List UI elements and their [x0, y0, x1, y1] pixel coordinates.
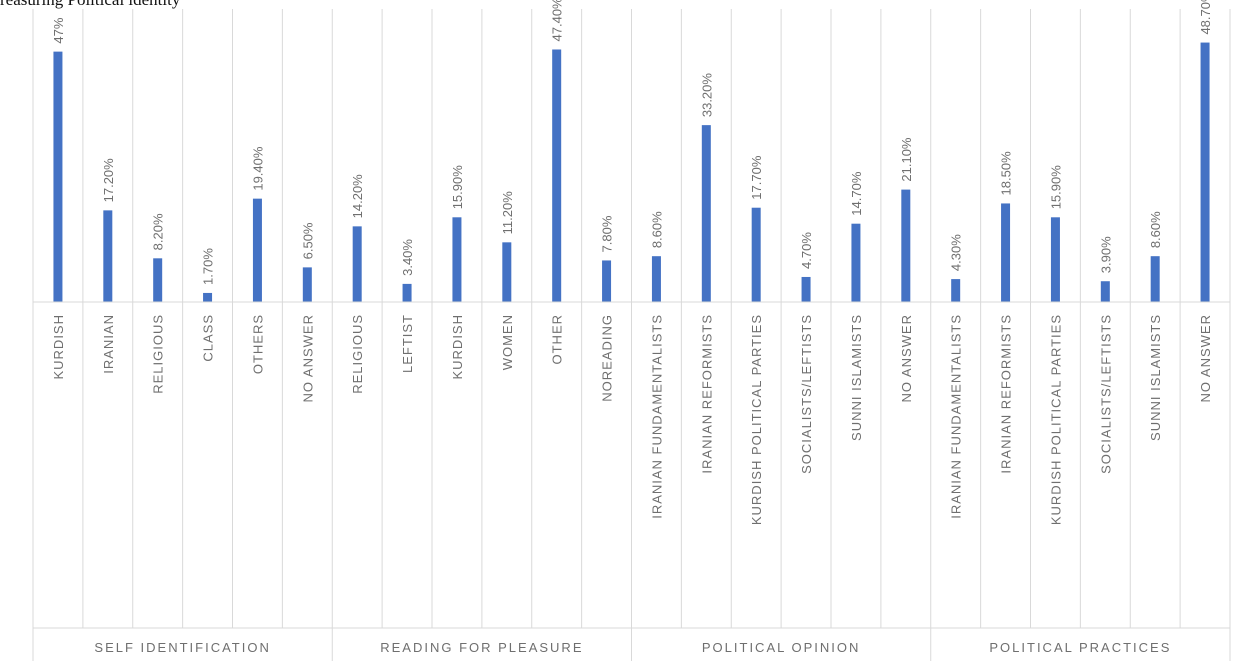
data-label-2-3: 4.70% — [799, 232, 814, 269]
data-label-1-1: 3.40% — [400, 239, 415, 276]
data-label-3-1: 18.50% — [999, 151, 1014, 196]
data-label-2-1: 33.20% — [699, 73, 714, 118]
data-label-3-2: 15.90% — [1048, 165, 1063, 210]
data-label-0-4: 19.40% — [250, 146, 265, 191]
data-label-2-2: 17.70% — [749, 155, 764, 200]
bar-3-2 — [1050, 217, 1060, 302]
category-label-2-1: IRANIAN REFORMISTS — [699, 314, 714, 474]
data-label-3-3: 3.90% — [1098, 236, 1113, 273]
bar-0-0 — [53, 51, 63, 303]
bar-2-2 — [751, 207, 761, 302]
data-label-0-3: 1.70% — [201, 248, 216, 285]
data-label-2-4: 14.70% — [849, 171, 864, 216]
category-label-3-3: SOCIALISTS/LEFTISTS — [1098, 314, 1113, 474]
category-label-0-2: RELIGIOUS — [151, 314, 166, 394]
category-label-3-5: NO ANSWER — [1198, 314, 1213, 402]
bar-2-3 — [801, 276, 811, 302]
data-label-3-0: 4.30% — [949, 234, 964, 271]
data-label-0-0: 47% — [51, 17, 66, 43]
bar-2-4 — [851, 223, 861, 302]
data-label-1-2: 15.90% — [450, 165, 465, 210]
bar-3-4 — [1150, 256, 1160, 302]
group-label-1: READING FOR PLEASURE — [380, 640, 583, 655]
group-label-3: POLITICAL PRACTICES — [989, 640, 1171, 655]
data-label-0-5: 6.50% — [300, 222, 315, 259]
group-label-0: SELF IDENTIFICATION — [94, 640, 270, 655]
data-label-2-5: 21.10% — [899, 137, 914, 182]
bar-1-0 — [352, 226, 362, 302]
category-label-2-0: IRANIAN FUNDAMENTALISTS — [649, 314, 664, 519]
bar-2-0 — [651, 256, 661, 302]
bar-1-2 — [452, 217, 462, 302]
bar-1-4 — [552, 49, 562, 302]
category-label-3-1: IRANIAN REFORMISTS — [999, 314, 1014, 474]
data-label-1-4: 47.40% — [550, 0, 565, 41]
bar-1-5 — [602, 260, 612, 302]
category-label-0-4: OTHERS — [250, 314, 265, 374]
category-label-2-4: SUNNI ISLAMISTS — [849, 314, 864, 441]
bar-0-2 — [153, 258, 163, 302]
bar-3-5 — [1200, 42, 1210, 302]
group-label-2: POLITICAL OPINION — [702, 640, 861, 655]
bar-0-4 — [252, 198, 262, 302]
bar-3-3 — [1100, 281, 1110, 302]
category-label-2-5: NO ANSWER — [899, 314, 914, 402]
bar-0-3 — [203, 292, 213, 302]
bar-0-5 — [302, 267, 312, 302]
figure-caption: reasuring Political identity — [0, 0, 180, 10]
category-label-1-4: OTHER — [550, 314, 565, 365]
category-label-2-3: SOCIALISTS/LEFTISTS — [799, 314, 814, 474]
bar-2-5 — [901, 189, 911, 302]
bar-3-1 — [1001, 203, 1011, 302]
data-label-3-5: 48.70% — [1198, 0, 1213, 35]
data-label-1-3: 11.20% — [500, 191, 515, 235]
data-label-1-5: 7.80% — [600, 215, 615, 252]
category-label-0-0: KURDISH — [51, 314, 66, 380]
bar-3-0 — [951, 279, 961, 302]
data-label-3-4: 8.60% — [1148, 211, 1163, 248]
data-label-0-2: 8.20% — [151, 213, 166, 250]
category-label-2-2: KURDISH POLITICAL PARTIES — [749, 314, 764, 525]
data-label-2-0: 8.60% — [649, 211, 664, 248]
category-label-3-2: KURDISH POLITICAL PARTIES — [1048, 314, 1063, 525]
bar-0-1 — [103, 210, 113, 302]
category-label-1-0: RELIGIOUS — [350, 314, 365, 394]
data-label-0-1: 17.20% — [101, 158, 116, 203]
data-label-1-0: 14.20% — [350, 174, 365, 219]
category-label-3-0: IRANIAN FUNDAMENTALISTS — [949, 314, 964, 519]
category-label-3-4: SUNNI ISLAMISTS — [1148, 314, 1163, 441]
bar-2-1 — [701, 125, 711, 302]
bar-1-1 — [402, 283, 412, 302]
category-label-1-1: LEFTIST — [400, 314, 415, 373]
category-label-0-3: CLASS — [201, 314, 216, 362]
category-label-0-5: NO ANSWER — [300, 314, 315, 402]
bar-1-3 — [502, 242, 512, 302]
category-label-1-3: WOMEN — [500, 314, 515, 370]
category-label-0-1: IRANIAN — [101, 314, 116, 374]
category-label-1-5: NOREADING — [600, 314, 615, 402]
category-label-1-2: KURDISH — [450, 314, 465, 380]
